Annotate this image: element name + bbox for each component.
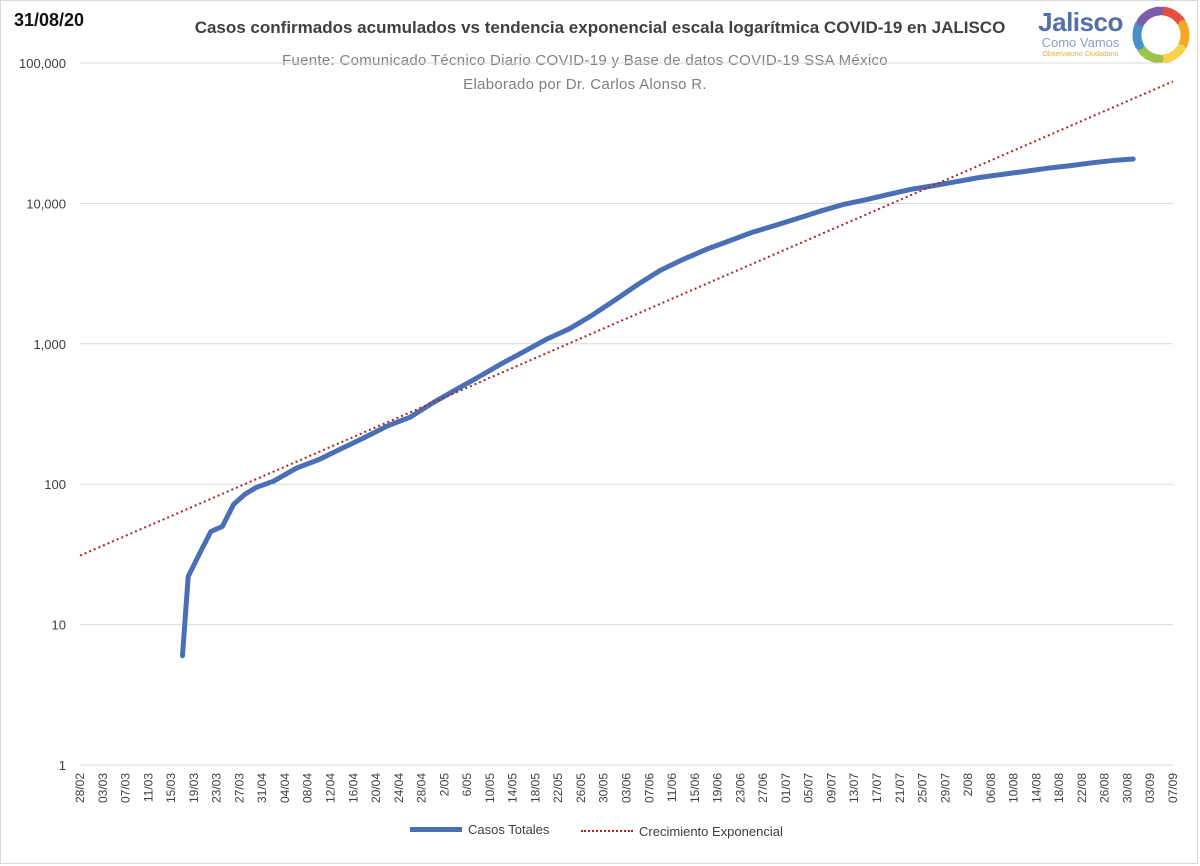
- logo-sub: Como Vamos: [1041, 35, 1120, 50]
- x-tick-label: 10/08: [1007, 773, 1021, 803]
- x-tick-label: 16/04: [346, 773, 360, 803]
- x-tick-label: 26/05: [574, 773, 588, 803]
- x-tick-label: 30/08: [1120, 773, 1134, 803]
- chart-source: Fuente: Comunicado Técnico Diario COVID-…: [282, 52, 888, 69]
- logo-ring-segment: [1178, 20, 1190, 50]
- legend-item-exponencial: Crecimiento Exponencial: [581, 824, 783, 839]
- legend-swatch-dotted: [581, 830, 634, 832]
- x-tick-label: 14/08: [1029, 773, 1043, 803]
- x-tick-label: 19/03: [187, 773, 201, 803]
- x-tick-label: 03/06: [620, 773, 634, 803]
- x-tick-label: 18/08: [1052, 773, 1066, 803]
- x-tick-label: 07/06: [642, 773, 656, 803]
- x-tick-label: 2/08: [961, 773, 975, 797]
- x-tick-label: 18/05: [528, 773, 542, 803]
- x-tick-label: 07/03: [119, 773, 133, 803]
- x-tick-label: 15/03: [164, 773, 178, 803]
- y-tick-label: 1: [59, 758, 66, 773]
- y-tick-label: 10: [52, 618, 66, 633]
- x-tick-label: 22/08: [1075, 773, 1089, 803]
- x-tick-label: 25/07: [916, 773, 930, 803]
- series-line-casos-totales: [180, 156, 1136, 659]
- x-tick-label: 06/08: [984, 773, 998, 803]
- x-tick-label: 11/06: [665, 773, 679, 802]
- y-tick-label: 100: [44, 477, 66, 492]
- chart-author: Elaborado por Dr. Carlos Alonso R.: [463, 76, 707, 93]
- x-tick-label: 13/07: [847, 773, 861, 803]
- x-tick-label: 11/03: [141, 773, 155, 802]
- x-tick-label: 22/05: [551, 773, 565, 803]
- logo-tag: Observatorio Ciudadano: [1042, 51, 1119, 58]
- x-tick-label: 07/09: [1166, 773, 1180, 803]
- x-tick-label: 27/03: [232, 773, 246, 803]
- logo: Jalisco Como Vamos Observatorio Ciudadan…: [1033, 8, 1128, 59]
- x-axis: 28/02 03/03 07/03 11/03 15/03 19/03 23/03 27/03…: [73, 773, 1180, 803]
- legend-label-exponencial: Crecimiento Exponencial: [639, 823, 783, 839]
- legend: Casos Totales Crecimiento Exponencial: [410, 820, 811, 839]
- legend-swatch-solid: [410, 827, 462, 832]
- x-tick-label: 30/05: [597, 773, 611, 803]
- x-tick-label: 21/07: [893, 773, 907, 803]
- x-tick-label: 15/06: [688, 773, 702, 803]
- legend-item-totales: Casos Totales: [410, 822, 549, 837]
- x-tick-label: 28/02: [73, 773, 87, 803]
- x-tick-label: 2/05: [437, 773, 451, 797]
- x-tick-label: 10/05: [483, 773, 497, 803]
- x-tick-label: 31/04: [255, 773, 269, 803]
- x-tick-label: 01/07: [779, 773, 793, 803]
- x-tick-label: 09/07: [824, 773, 838, 803]
- x-tick-label: 19/06: [711, 773, 725, 803]
- logo-ring-segment: [1136, 6, 1164, 26]
- y-tick-label: 100,000: [19, 56, 66, 71]
- chart-title: Casos confirmados acumulados vs tendenci…: [194, 18, 1006, 37]
- x-tick-label: 14/05: [506, 773, 520, 803]
- grid-lines: [80, 62, 1173, 766]
- logo-ring-icon: [1132, 6, 1190, 64]
- legend-label-totales: Casos Totales: [468, 822, 550, 837]
- logo-name: Jalisco: [1038, 7, 1123, 37]
- x-tick-label: 24/04: [392, 773, 406, 803]
- y-axis: 1 10 100 1,000 10,000 100,000: [19, 56, 66, 773]
- x-tick-label: 04/04: [278, 773, 292, 803]
- x-tick-label: 28/04: [415, 773, 429, 803]
- logo-ring-segment: [1136, 44, 1164, 64]
- x-tick-label: 12/04: [323, 773, 337, 803]
- logo-ring-segment: [1158, 6, 1186, 26]
- x-tick-label: 08/04: [301, 773, 315, 803]
- y-tick-label: 10,000: [26, 196, 66, 211]
- x-tick-label: 26/08: [1098, 773, 1112, 803]
- x-tick-label: 05/07: [802, 773, 816, 803]
- x-tick-label: 20/04: [369, 773, 383, 803]
- x-tick-label: 17/07: [870, 773, 884, 803]
- logo-ring-segment: [1158, 44, 1186, 64]
- x-tick-label: 29/07: [938, 773, 952, 803]
- report-date: 31/08/20: [14, 10, 85, 30]
- x-tick-label: 23/03: [210, 773, 224, 803]
- x-tick-label: 23/06: [733, 773, 747, 803]
- x-tick-label: 27/06: [756, 773, 770, 803]
- y-tick-label: 1,000: [33, 337, 66, 352]
- logo-ring-segment: [1132, 20, 1144, 50]
- series-layer: [79, 80, 1174, 659]
- series-line-crecimiento-exponencial: [79, 80, 1174, 557]
- x-tick-label: 03/09: [1143, 773, 1157, 803]
- x-tick-label: 03/03: [96, 773, 110, 803]
- x-tick-label: 6/05: [460, 773, 474, 797]
